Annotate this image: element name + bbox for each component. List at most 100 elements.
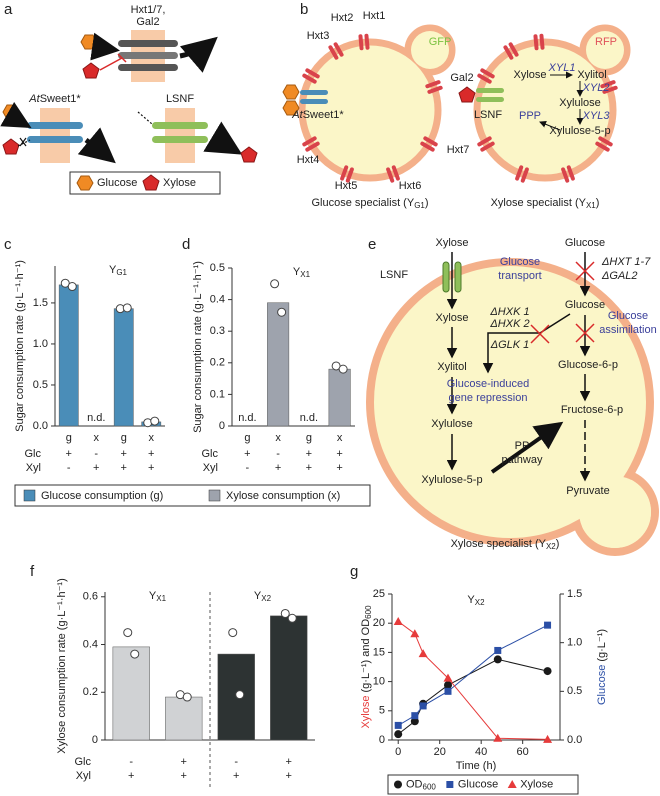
label: Sweet1* xyxy=(303,109,345,121)
label: Glucose-induced xyxy=(447,378,530,390)
label: Xylitol xyxy=(577,69,606,81)
y-tick-label: 0.4 xyxy=(210,294,225,306)
label: Pyruvate xyxy=(566,485,609,497)
condition-value: + xyxy=(306,448,312,460)
condition-value: + xyxy=(66,448,72,460)
x-tick-label: 20 xyxy=(434,746,446,758)
y-tick-label: 0.2 xyxy=(210,357,225,369)
panel-label: c xyxy=(4,236,12,253)
x-tick-label: g xyxy=(244,432,250,444)
label: Xylulose-5-p xyxy=(549,125,610,137)
label: Xylulose xyxy=(431,418,473,430)
label: LSNF xyxy=(166,93,194,105)
title-main: Y xyxy=(254,590,262,602)
y-tick-label: 0.5 xyxy=(210,262,225,274)
condition-value: + xyxy=(275,462,281,474)
label: Hxt6 xyxy=(399,180,422,192)
panel-label: d xyxy=(182,236,190,253)
caption: Xylose specialist (Y xyxy=(491,197,587,209)
label: AtSweet1* xyxy=(291,109,344,121)
x-tick-label: 0 xyxy=(395,746,401,758)
label: Xylulose xyxy=(559,97,601,109)
label: XYL1 xyxy=(548,62,576,74)
y2-axis-label: Glucose xyxy=(596,665,608,705)
label: Glucose xyxy=(565,237,605,249)
y-tick-label: 0 xyxy=(219,420,225,432)
label: LSNF xyxy=(474,109,502,121)
label: transport xyxy=(498,270,541,282)
x-tick-label: x xyxy=(275,432,281,444)
panel-a: Hxt1/7, Gal2 AtSweet1* LSNF Glucose Xylo… xyxy=(0,4,257,195)
panel-label: f xyxy=(30,563,35,580)
chart-title: YX2 xyxy=(254,590,272,603)
condition-name: Glc xyxy=(75,756,92,768)
condition-value: + xyxy=(128,770,134,782)
condition-name: Xyl xyxy=(26,462,41,474)
condition-value: - xyxy=(129,756,133,768)
condition-value: - xyxy=(246,462,250,474)
value-label: n.d. xyxy=(300,412,318,424)
legend-marker xyxy=(507,780,517,788)
label: Fructose-6-p xyxy=(561,404,623,416)
label: At xyxy=(28,93,40,105)
y-tick-label: 1.5 xyxy=(33,297,48,309)
label: At xyxy=(291,109,303,121)
label: Glucose xyxy=(608,310,648,322)
y-tick-label: 0.6 xyxy=(83,591,98,603)
label: LSNF xyxy=(380,269,408,281)
condition-value: - xyxy=(67,462,71,474)
label: GFP xyxy=(429,36,452,48)
legend-marker xyxy=(394,780,402,789)
replicate-point xyxy=(150,416,160,426)
condition-value: + xyxy=(233,770,239,782)
marker xyxy=(394,721,402,729)
marker xyxy=(543,734,553,743)
panel-label: a xyxy=(4,1,13,18)
y2-axis-label: (g·L⁻¹) xyxy=(596,629,608,662)
caption: Xylose specialist (YX2) xyxy=(451,538,560,551)
condition-name: Xyl xyxy=(203,462,218,474)
marker xyxy=(411,712,419,720)
condition-value: + xyxy=(336,462,342,474)
y-tick-label: 0 xyxy=(379,734,385,746)
label: Hxt2 xyxy=(331,12,354,24)
marker xyxy=(394,730,403,739)
y-tick-label: 25 xyxy=(373,588,385,600)
condition-name: Xyl xyxy=(76,770,91,782)
bar xyxy=(267,302,290,427)
series-line xyxy=(397,621,548,740)
y-tick-label: 0.3 xyxy=(210,325,225,337)
condition-value: - xyxy=(94,448,98,460)
legend-label: 600 xyxy=(423,783,437,792)
label: Sweet1* xyxy=(40,93,82,105)
replicate-point xyxy=(287,613,297,623)
y-tick-label: 0 xyxy=(92,734,98,746)
label: Gal2 xyxy=(136,16,159,28)
marker xyxy=(444,681,452,690)
label: assimilation xyxy=(599,324,656,336)
y-tick-label: 0.2 xyxy=(83,686,98,698)
y2-axis-label: Glucose (g·L⁻¹) xyxy=(596,629,608,705)
y-axis-label: Sugar consumption rate (g·L⁻¹·h⁻¹) xyxy=(192,261,204,433)
x-tick-label: x xyxy=(337,432,343,444)
title-main: Y xyxy=(109,264,117,276)
label: Glucose-6-p xyxy=(558,359,618,371)
y-tick-label: 0.0 xyxy=(33,420,48,432)
title-sub: X1 xyxy=(156,594,166,603)
marker xyxy=(393,616,403,625)
y-axis-label: Xylose consumption rate (g·L⁻¹·h⁻¹) xyxy=(56,578,68,753)
chart-title: YX2 xyxy=(467,594,485,607)
replicate-point xyxy=(228,628,238,638)
title-sub: X2 xyxy=(261,594,271,603)
label: ΔHXK 1 xyxy=(489,306,529,318)
condition-value: + xyxy=(148,462,154,474)
condition-value: + xyxy=(286,770,292,782)
caption: Xylose specialist (YX1) xyxy=(491,197,600,210)
caption: Glucose specialist (YG1) xyxy=(311,197,428,210)
legend-label: Xylose xyxy=(520,778,553,790)
label: Hxt3 xyxy=(307,30,330,42)
y-axis-label: 600 xyxy=(364,605,373,619)
marker xyxy=(410,717,419,726)
legend-swatch xyxy=(23,489,36,502)
condition-value: + xyxy=(244,448,250,460)
